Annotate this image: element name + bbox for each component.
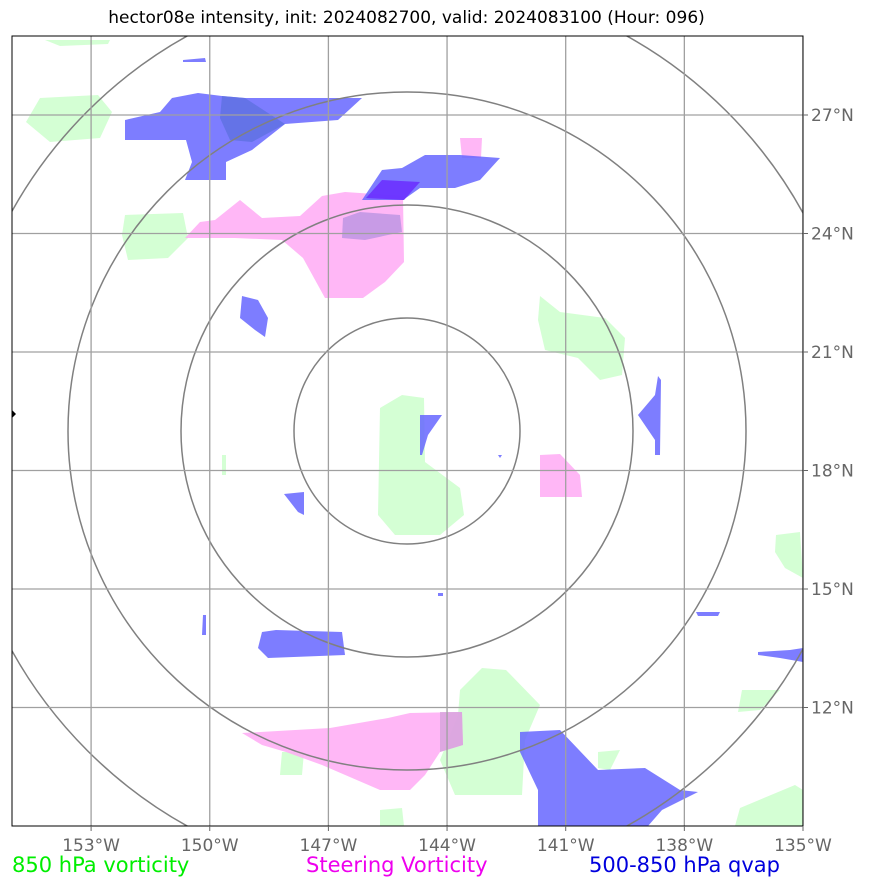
x-tick-label: 147°W — [300, 836, 358, 856]
qvap-area — [638, 376, 661, 455]
x-tick-label: 135°W — [774, 836, 832, 856]
gridlines — [12, 36, 803, 826]
qvap-area — [758, 648, 803, 662]
map-title: hector08e intensity, init: 2024082700, v… — [108, 8, 705, 28]
qvap-area — [258, 630, 345, 658]
v850-area — [380, 808, 404, 826]
x-axis-ticks: 153°W 150°W 147°W 144°W 141°W 138°W 135°W — [62, 826, 832, 856]
overlap-area — [366, 180, 420, 200]
map-contours — [12, 36, 803, 826]
y-tick-label: 27°N — [811, 106, 854, 126]
v850-area — [222, 455, 226, 475]
x-tick-label: 138°W — [655, 836, 713, 856]
steering-area — [540, 454, 582, 497]
y-tick-label: 24°N — [811, 225, 854, 245]
y-tick-label: 15°N — [811, 580, 854, 600]
overlap-area — [440, 712, 463, 752]
qvap-area — [438, 593, 443, 596]
x-tick-label: 141°W — [537, 836, 595, 856]
steering-area — [460, 138, 482, 158]
x-tick-label: 144°W — [418, 836, 476, 856]
qvap-area — [240, 296, 268, 337]
v850-area — [378, 395, 464, 535]
range-ring-inner — [293, 317, 521, 545]
v850-area — [735, 785, 803, 826]
overlap-area — [220, 96, 285, 142]
qvap-area — [183, 58, 206, 62]
y-tick-label: 12°N — [811, 699, 854, 719]
v850-area — [738, 690, 780, 712]
x-tick-label: 153°W — [62, 836, 120, 856]
v850-area — [538, 296, 625, 380]
edge-marker — [12, 410, 16, 418]
map-frame — [11, 35, 804, 827]
range-ring-3 — [67, 91, 747, 771]
range-ring-2 — [180, 204, 634, 658]
y-axis-ticks: 27°N 24°N 21°N 18°N 15°N 12°N — [803, 106, 854, 719]
v850-area — [280, 752, 304, 775]
qvap-area — [498, 455, 502, 458]
v850-area — [598, 750, 620, 770]
y-tick-label: 18°N — [811, 462, 854, 482]
legend-850-vorticity: 850 hPa vorticity — [12, 853, 190, 877]
legend-qvap: 500-850 hPa qvap — [589, 853, 780, 877]
qvap-area — [284, 492, 304, 515]
range-rings — [12, 36, 803, 826]
v850-area — [45, 40, 110, 46]
legend-steering-vorticity: Steering Vorticity — [306, 853, 488, 877]
x-tick-label: 150°W — [181, 836, 239, 856]
qvap-area — [202, 615, 206, 635]
qvap-area — [696, 612, 720, 616]
v850-area — [775, 532, 803, 578]
v850-area — [440, 668, 540, 795]
qvap-area — [520, 730, 698, 826]
y-tick-label: 21°N — [811, 343, 854, 363]
v850-vorticity-layer — [26, 40, 803, 826]
qvap-area — [420, 415, 442, 455]
